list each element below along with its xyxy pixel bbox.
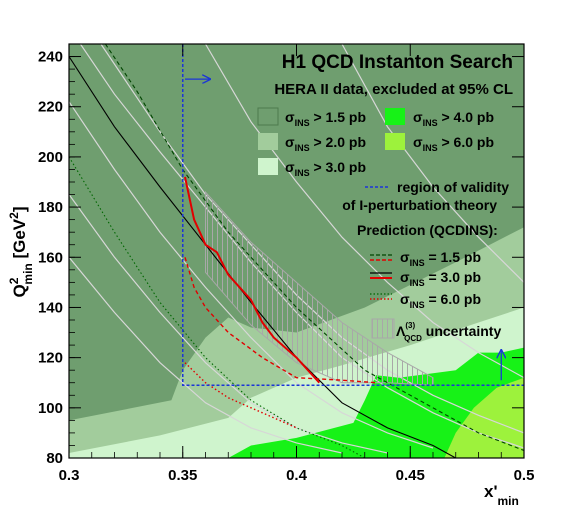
x-tick-label: 0.5: [514, 467, 535, 484]
prediction-lines: [69, 44, 524, 458]
y-tick-label: 220: [38, 99, 63, 116]
legend-label-excl-4p0: σINS > 4.0 pb: [413, 109, 494, 128]
y-tick-label: 140: [38, 299, 63, 316]
contour-line-5: [69, 256, 343, 454]
legend-label-excl-3p0: σINS > 3.0 pb: [285, 159, 366, 178]
chart-title: H1 QCD Instanton Search: [282, 52, 513, 73]
legend-label-uncertainty: Λ(3) QCD uncertainty: [396, 321, 501, 343]
legend-label-excl-2p0: σINS > 2.0 pb: [285, 134, 366, 153]
prediction-red-dashed: [184, 257, 377, 384]
y-axis-label: Q2min [GeV2]: [7, 206, 35, 297]
prediction-line-1-5-pb: [104, 44, 524, 452]
legend-swatch-uncertainty: [371, 318, 395, 339]
prediction-red-solid: [184, 176, 321, 384]
exclusion-region-excl-4p0: [228, 347, 524, 458]
x-tick-label: 0.3: [59, 467, 80, 484]
y-tick-label: 200: [38, 149, 63, 166]
legend-swatch-excl-2p0: [258, 133, 278, 150]
legend-prediction-header: Prediction (QCDINS):: [357, 222, 498, 238]
chart-subtitle: HERA II data, excluded at 95% CL: [274, 81, 513, 98]
legend-swatch-excl-4p0: [385, 108, 405, 125]
exclusion-contour-lines: [69, 44, 524, 454]
legend-validity-line2: of I-perturbation theory: [342, 197, 497, 213]
legend-label-pred-1p5: σINS = 1.5 pb: [400, 249, 481, 268]
legend-swatch-excl-1p5: [257, 107, 279, 126]
y-tick-label: 160: [38, 249, 63, 266]
y-tick-label: 120: [38, 350, 63, 367]
legend-swatch-excl-3p0: [258, 158, 278, 175]
y-tick-label: 80: [46, 450, 63, 467]
x-axis-label: x'min: [484, 482, 519, 508]
validity-region: [182, 44, 524, 386]
prediction-line-3-0-pb: [69, 56, 456, 458]
y-tick-label: 100: [38, 400, 63, 417]
x-tick-label: 0.45: [396, 467, 425, 484]
x-tick-label: 0.4: [286, 467, 308, 484]
contour-line-7: [341, 44, 524, 283]
contour-line-6: [204, 44, 524, 379]
y-tick-label: 180: [38, 199, 63, 216]
contour-line-3: [69, 101, 434, 449]
legend: σINS > 1.5 pb σINS > 4.0 pb σINS > 2.0 p…: [257, 107, 509, 343]
y-tick-label: 240: [38, 49, 63, 66]
legend-label-excl-1p5: σINS > 1.5 pb: [285, 109, 366, 128]
legend-label-excl-6p0: σINS > 6.0 pb: [413, 134, 494, 153]
legend-swatch-excl-6p0: [385, 133, 405, 150]
x-tick-label: 0.35: [168, 467, 197, 484]
axis-ticks: 0.3 0.35 0.4 0.45 0.5 80 100 120 140 160 180 200 220…: [38, 43, 535, 484]
contour-line-4: [69, 194, 388, 454]
legend-validity-line1: region of validity: [397, 179, 509, 195]
validity-boundary: [182, 44, 524, 386]
legend-label-pred-6p0: σINS = 6.0 pb: [400, 291, 481, 310]
legend-label-pred-3p0: σINS = 3.0 pb: [400, 269, 481, 288]
